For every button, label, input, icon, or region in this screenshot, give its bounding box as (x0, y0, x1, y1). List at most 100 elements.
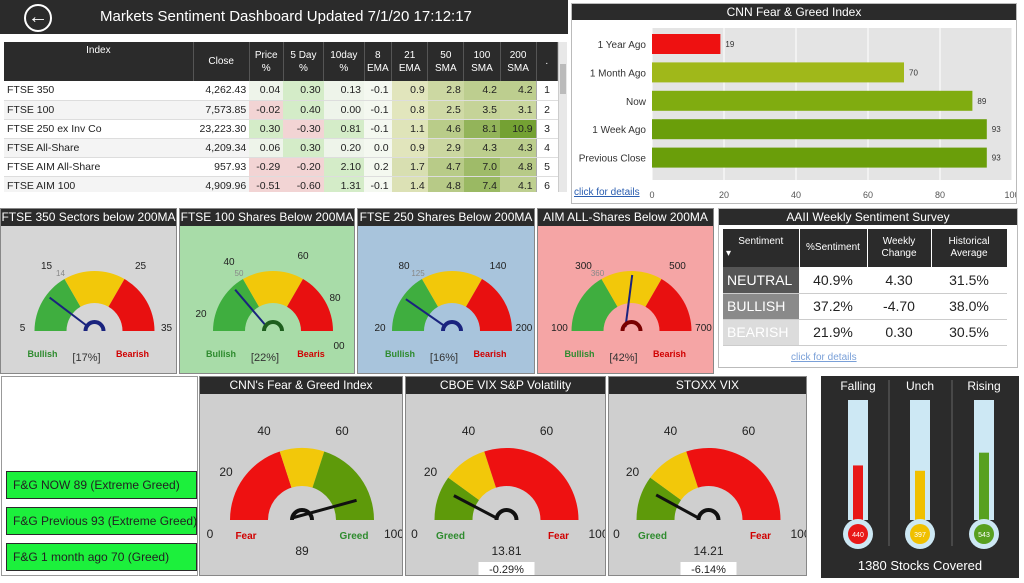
column-header[interactable]: 50 SMA (427, 42, 465, 81)
table-row[interactable]: FTSE 350 4,262.43 0.04 0.30 0.13 -0.1 0.9 2.8 4.… (4, 81, 558, 101)
aaii-details-link[interactable]: click for details (791, 352, 857, 363)
gauge-readout: [42%] (609, 352, 637, 364)
gauge-scale-label: 20 (424, 465, 438, 479)
table-row[interactable]: FTSE AIM 100 4,909.96 -0.51 -0.60 1.31 -0.1 1.… (4, 176, 558, 192)
sort-down-icon[interactable]: ▾ (726, 248, 732, 259)
sentiment-gauge-3: STOXX VIX 0 20 40 60 100 Greed Fear 14.21 -6.14% (608, 376, 807, 576)
x-tick-label: 20 (719, 190, 729, 200)
table-cell: 0.06 (249, 138, 284, 158)
x-tick-label: 80 (935, 190, 945, 200)
aaii-row[interactable]: NEUTRAL 40.9% 4.30 31.5% (723, 267, 1007, 294)
gauge-readout: [22%] (251, 352, 279, 364)
column-header[interactable]: 8 EMA (364, 42, 393, 81)
table-cell: 0.8 (391, 100, 428, 120)
x-tick-label: 60 (863, 190, 873, 200)
table-cell: 4,262.43 (193, 81, 250, 101)
gauge-dial: 0 20 40 60 100 Fear Greed 89 (207, 424, 402, 558)
sentiment-label-cell: NEUTRAL (723, 267, 799, 294)
table-row[interactable]: FTSE 100 7,573.85 -0.02 0.40 0.00 -0.1 0.8 2.5 3… (4, 100, 558, 120)
gauge-scale-label: 40 (664, 424, 678, 438)
column-header[interactable]: 10day % (323, 42, 365, 81)
gauge-scale-label: 0 (207, 527, 214, 541)
aaii-cell: 4.30 (867, 267, 931, 294)
page-title: Markets Sentiment Dashboard Updated 7/1/… (100, 8, 472, 25)
table-cell: 4.7 (427, 157, 464, 177)
table-cell: 1.31 (323, 176, 365, 192)
table-row[interactable]: FTSE AIM All-Share 957.93 -0.29 -0.20 2.10 0.… (4, 157, 558, 177)
table-row[interactable]: FTSE All-Share 4,209.34 0.06 0.30 0.20 0.0 0.9… (4, 138, 558, 158)
sentiment-label-cell: BULLISH (723, 293, 799, 320)
gauge-segment (448, 451, 496, 501)
gauge-scale-label: 60 (335, 424, 349, 438)
aaii-column-header[interactable]: Sentiment ▾ (723, 229, 800, 267)
column-header[interactable]: 5 Day % (283, 42, 325, 81)
gauge-segment (484, 448, 579, 520)
needle-hub (290, 508, 314, 521)
fg-summary-panel: F&G NOW 89 (Extreme Greed) F&G Previous … (1, 376, 198, 576)
column-header[interactable]: 21 EMA (391, 42, 429, 81)
column-header[interactable]: 200 SMA (500, 42, 537, 81)
table-cell: -0.29 (249, 157, 284, 177)
gauge-scale-label: 200 (516, 323, 533, 334)
table-cell: 1.4 (391, 176, 428, 192)
gauge-title: AIM ALL-Shares Below 200MA (538, 209, 713, 226)
gauge-segment (650, 451, 698, 501)
cnn-details-link[interactable]: click for details (574, 187, 640, 198)
gauge-scale-label: 60 (540, 424, 554, 438)
aaii-row[interactable]: BEARISH 21.9% 0.30 30.5% (723, 319, 1007, 346)
fg-previous-box: F&G Previous 93 (Extreme Greed) (6, 507, 197, 535)
table-cell: 4,209.34 (193, 138, 250, 158)
sentiment-label-cell: BEARISH (723, 319, 799, 346)
table-cell: 4.2 (463, 81, 501, 101)
shares-below-200ma-gauge-2: FTSE 100 Shares Below 200MA 20 40 60 80 00 50 B… (179, 208, 355, 374)
table-cell: 4.6 (427, 119, 464, 139)
x-tick-label: 100 (1004, 190, 1016, 200)
category-label: 1 Week Ago (592, 125, 646, 136)
change-badge (478, 562, 535, 575)
bearish-label: Bearish (653, 349, 686, 359)
table-row[interactable]: FTSE 250 ex Inv Co 23,223.30 0.30 -0.30 0.81… (4, 119, 558, 139)
table-cell: -0.02 (249, 100, 284, 120)
gauge-readout: 14.21 (693, 544, 723, 558)
table-cell: 3.5 (463, 100, 501, 120)
gauge-title: STOXX VIX (609, 377, 806, 394)
index-name-cell: FTSE All-Share (4, 138, 194, 158)
aaii-cell: 30.5% (931, 319, 1007, 346)
table-cell: 5 (535, 157, 558, 177)
gauge-scale-label: 40 (462, 424, 476, 438)
table-cell: -0.1 (364, 119, 392, 139)
table-cell: 3.1 (500, 100, 537, 120)
column-header[interactable]: Price % (249, 42, 284, 81)
aaii-column-header[interactable]: Historical Average (931, 229, 1008, 267)
aaii-column-header[interactable]: Weekly Change (867, 229, 932, 267)
gauge-title: FTSE 350 Sectors below 200MA (1, 209, 176, 226)
aaii-column-header[interactable]: %Sentiment (799, 229, 868, 267)
gauge-scale-label: 60 (742, 424, 756, 438)
neutral-segment (422, 271, 482, 307)
gauge-title: CNN's Fear & Greed Index (200, 377, 402, 394)
needle-hub (494, 508, 519, 521)
aaii-row[interactable]: BULLISH 37.2% -4.70 38.0% (723, 293, 1007, 320)
bullish-segment (34, 279, 81, 331)
column-header[interactable]: . (536, 42, 558, 81)
gauge-scale-label: 500 (669, 261, 686, 272)
gauge-target-label: 50 (235, 269, 244, 278)
back-arrow-icon[interactable]: ← (24, 4, 52, 32)
gauge-scale-label: 0 (613, 527, 620, 541)
gauge-scale-label: 35 (161, 323, 173, 334)
column-header[interactable]: Index (4, 42, 194, 81)
gauge-segment (279, 448, 325, 488)
column-header[interactable]: Close (193, 42, 250, 81)
gauge-segment (686, 448, 781, 520)
needle-hub (262, 320, 284, 332)
aaii-cell: 31.5% (931, 267, 1007, 294)
gauge-scale-label: 100 (588, 527, 606, 541)
x-tick-label: 40 (791, 190, 801, 200)
category-label: 1 Month Ago (590, 68, 647, 79)
gauge-needle (453, 494, 498, 520)
bearish-segment (466, 279, 512, 331)
column-header[interactable]: 100 SMA (463, 42, 501, 81)
bar (652, 34, 721, 54)
table-cell: 0.81 (323, 119, 365, 139)
table-scrollbar[interactable] (558, 42, 567, 192)
